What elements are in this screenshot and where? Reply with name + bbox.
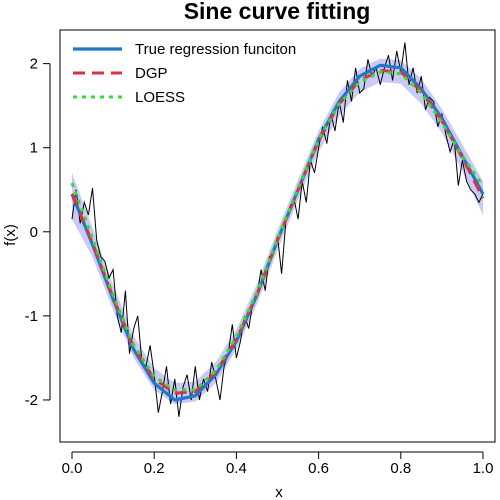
legend-label-true-regression-funciton: True regression funciton — [135, 41, 296, 58]
x-tick-label: 1.0 — [473, 460, 494, 477]
x-tick-label: 0.6 — [308, 460, 329, 477]
y-axis: -2 -1 0 1 2 — [25, 56, 51, 409]
plot-frame — [59, 29, 496, 443]
x-axis-label: x — [275, 484, 283, 500]
legend-label-dgp: DGP — [135, 65, 168, 82]
x-tick-label: 0.0 — [62, 460, 83, 477]
y-tick-label: 0 — [30, 224, 38, 241]
x-tick-label: 0.8 — [390, 460, 411, 477]
legend: True regression funciton DGP LOESS — [73, 41, 296, 106]
y-tick-label: -1 — [25, 308, 38, 325]
x-axis: 0.0 0.2 0.4 0.6 0.8 1.0 — [62, 451, 494, 477]
plot-layer — [70, 42, 485, 417]
legend-label-loess: LOESS — [135, 89, 185, 106]
x-tick-label: 0.4 — [226, 460, 247, 477]
x-tick-label: 0.2 — [144, 460, 165, 477]
dgp-confidence-band — [72, 58, 483, 405]
y-tick-label: -2 — [25, 392, 38, 409]
y-axis-label: f(x) — [2, 224, 19, 246]
y-tick-label: 1 — [30, 140, 38, 157]
y-tick-label: 2 — [30, 56, 38, 73]
chart-title: Sine curve fitting — [184, 0, 371, 24]
